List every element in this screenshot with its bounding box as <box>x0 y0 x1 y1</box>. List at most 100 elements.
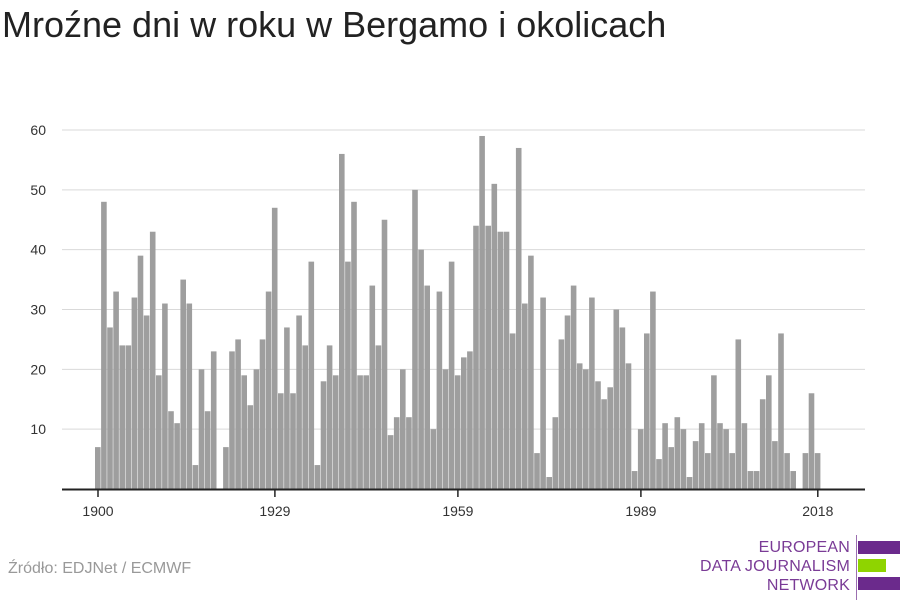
bar-1902 <box>107 327 113 489</box>
bar-1970 <box>522 303 528 489</box>
bar-1988 <box>631 471 638 489</box>
bar-1975 <box>552 417 559 489</box>
bar-1980 <box>583 369 589 489</box>
bar-1934 <box>302 345 308 489</box>
bar-1996 <box>680 429 687 489</box>
bar-1945 <box>369 285 376 489</box>
bar-1941 <box>345 261 351 489</box>
chart-title: Mroźne dni w roku w Bergamo i okolicach <box>2 4 667 45</box>
bar-1989 <box>637 429 644 489</box>
y-tick-label-10: 10 <box>30 421 46 437</box>
bar-1900 <box>95 447 101 489</box>
bar-2002 <box>717 423 723 489</box>
bar-1981 <box>589 297 595 489</box>
bar-2018 <box>814 453 821 489</box>
bar-1982 <box>595 381 601 489</box>
bar-1913 <box>174 423 180 489</box>
bar-1906 <box>131 297 138 489</box>
bar-2000 <box>705 453 711 489</box>
bar-1928 <box>265 291 272 489</box>
bar-1940 <box>339 153 345 489</box>
bar-2016 <box>802 453 809 489</box>
bar-1999 <box>698 423 705 489</box>
bar-1931 <box>284 327 290 489</box>
bar-1993 <box>662 423 668 489</box>
bar-1951 <box>406 417 412 489</box>
bar-1907 <box>137 255 144 489</box>
bar-1957 <box>442 369 449 489</box>
bar-1956 <box>436 291 443 489</box>
bar-1948 <box>387 435 394 489</box>
bar-2011 <box>772 441 778 489</box>
bar-2009 <box>759 399 766 489</box>
y-tick-label-30: 30 <box>30 302 46 318</box>
y-tick-label-20: 20 <box>30 361 46 377</box>
bar-1959 <box>454 375 461 489</box>
bar-1914 <box>180 279 186 489</box>
x-tick-label-1900: 1900 <box>82 503 113 519</box>
edjnet-logo: EUROPEAN DATA JOURNALISM NETWORK <box>700 535 900 600</box>
bar-1994 <box>668 447 674 489</box>
bar-2010 <box>766 375 772 489</box>
bar-1943 <box>357 375 363 489</box>
x-tick-label-1989: 1989 <box>625 503 656 519</box>
bar-1978 <box>570 285 577 489</box>
bar-1938 <box>326 345 333 489</box>
bar-1998 <box>692 441 699 489</box>
bar-1912 <box>168 411 174 489</box>
bar-1962 <box>473 225 479 490</box>
logo-bar-purple-top <box>858 541 900 554</box>
bar-2013 <box>784 453 790 489</box>
bar-1968 <box>509 333 516 489</box>
bar-1971 <box>528 255 534 489</box>
bar-1919 <box>210 351 217 489</box>
bar-1952 <box>412 189 418 489</box>
bar-1918 <box>204 411 211 489</box>
bar-2001 <box>711 375 717 489</box>
bar-1984 <box>607 387 613 489</box>
bar-1901 <box>101 201 107 490</box>
bar-1966 <box>497 231 504 489</box>
bar-1904 <box>119 345 125 489</box>
bar-1992 <box>656 459 662 489</box>
bar-1944 <box>363 375 369 489</box>
logo-line-2: DATA JOURNALISM <box>700 558 850 575</box>
y-tick-label-60: 60 <box>30 122 46 138</box>
bar-1977 <box>564 315 571 489</box>
x-tick-label-1929: 1929 <box>259 503 290 519</box>
bar-1915 <box>186 303 193 489</box>
logo-bar-green <box>858 559 886 572</box>
bar-1955 <box>430 429 437 489</box>
bar-1909 <box>149 231 156 489</box>
bar-1917 <box>198 369 205 489</box>
bar-1964 <box>485 225 491 490</box>
y-axis-ticks: 10 20 30 40 50 60 <box>30 122 46 437</box>
bar-1965 <box>491 183 498 489</box>
bar-1911 <box>162 303 168 489</box>
bar-1927 <box>259 339 266 489</box>
bar-1922 <box>229 351 235 489</box>
bar-1990 <box>644 333 650 489</box>
bar-1947 <box>381 219 388 489</box>
logo-line-3: NETWORK <box>766 577 850 594</box>
bar-1961 <box>467 351 473 489</box>
bar-1976 <box>558 339 565 489</box>
bar-1925 <box>247 405 254 489</box>
bar-1991 <box>650 291 656 489</box>
bar-1960 <box>461 357 467 489</box>
bar-1933 <box>296 315 302 489</box>
bar-1930 <box>278 393 284 489</box>
bars <box>95 135 821 490</box>
bar-1987 <box>625 363 632 489</box>
logo-divider <box>856 535 857 600</box>
bar-2017 <box>808 393 815 489</box>
bar-1923 <box>235 339 241 489</box>
bar-1935 <box>308 261 315 489</box>
source-note: Źródło: EDJNet / ECMWF <box>8 560 192 577</box>
bar-1958 <box>448 261 455 489</box>
bar-1979 <box>576 363 583 489</box>
bar-1903 <box>113 291 119 489</box>
bar-1950 <box>400 369 406 489</box>
x-axis: 1900 1929 1959 1989 2018 <box>62 488 865 519</box>
